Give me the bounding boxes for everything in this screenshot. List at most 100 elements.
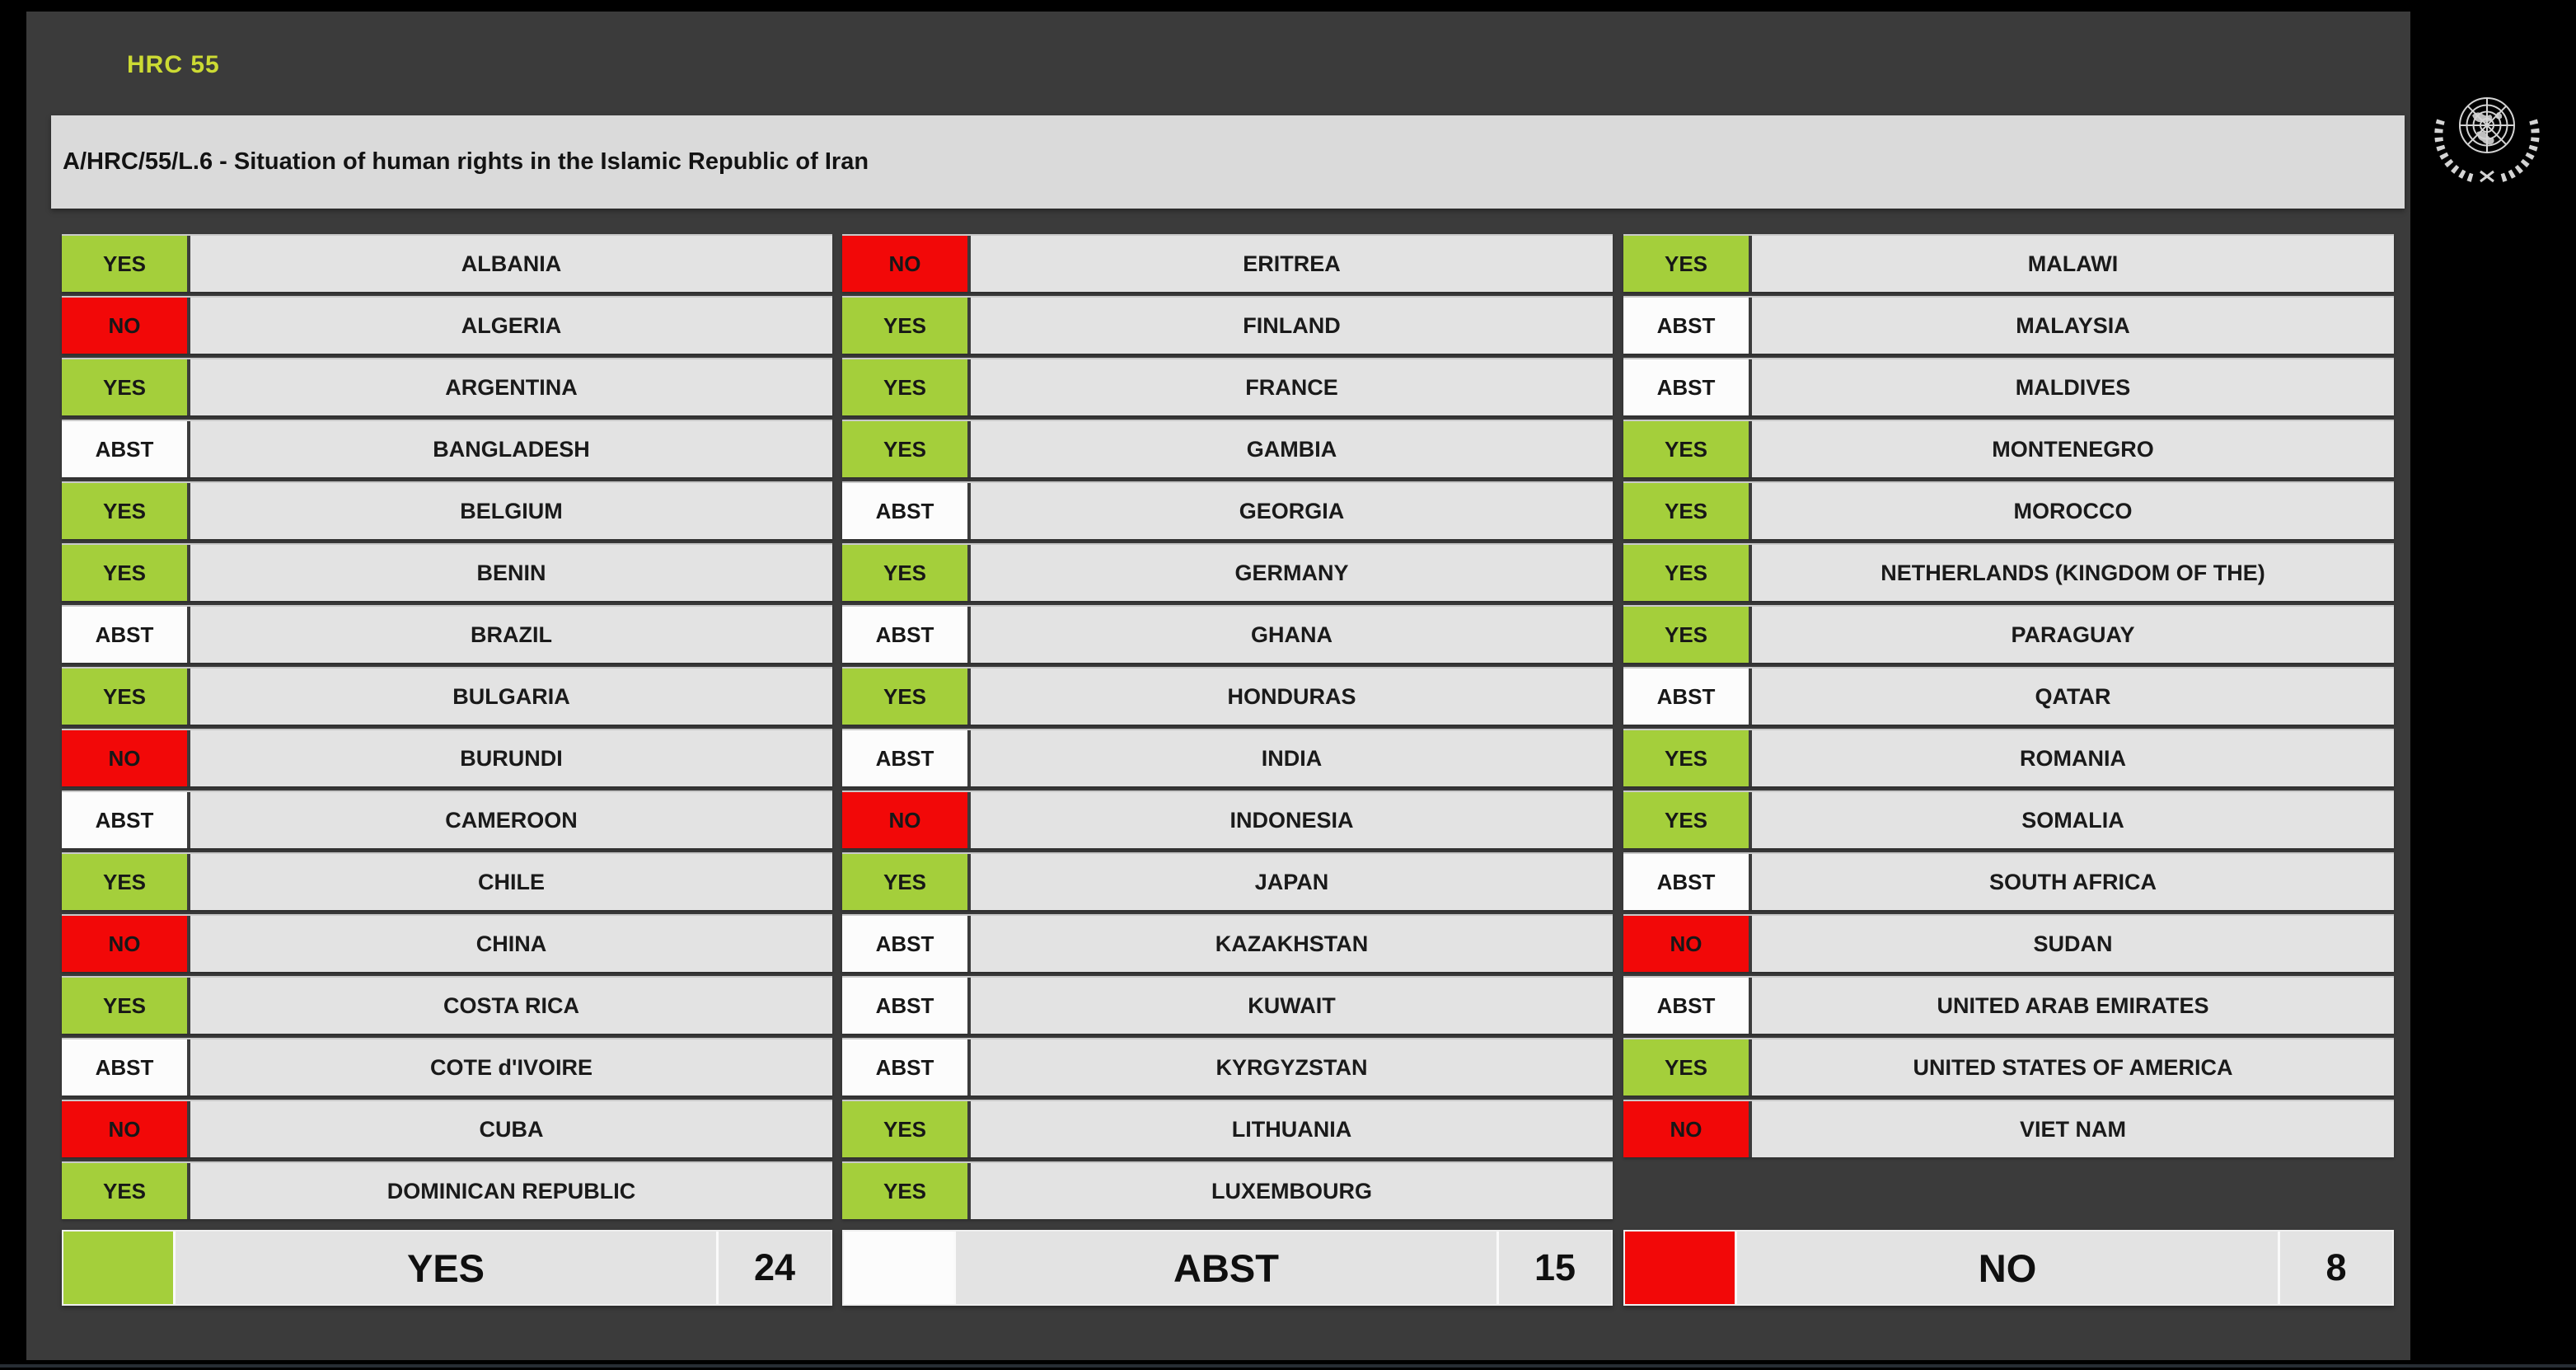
vote-value: YES (842, 421, 971, 477)
country-name: COTE d'IVOIRE (430, 1054, 592, 1080)
vote-value: YES (62, 669, 190, 725)
vote-value: NO (1623, 916, 1752, 972)
vote-row: YES ARGENTINA (62, 358, 832, 415)
vote-value: YES (1623, 421, 1752, 477)
country-name: GERMANY (1234, 560, 1349, 585)
vote-row: ABST MALDIVES (1623, 358, 2394, 415)
voting-board: HRC 55 A/HRC/55/L.6 - Situation of human… (26, 12, 2410, 1360)
country-name: BRAZIL (471, 622, 552, 647)
vote-row: YES UNITED STATES OF AMERICA (1623, 1038, 2394, 1096)
country-name: MOROCCO (2013, 498, 2133, 523)
vote-value: ABST (842, 730, 971, 786)
vote-value: NO (1623, 1101, 1752, 1157)
vote-value: YES (62, 545, 190, 601)
country-name: GEORGIA (1239, 498, 1345, 523)
vote-row: NO INDONESIA (842, 791, 1613, 848)
country-name: FINLAND (1243, 312, 1341, 338)
country-name: GAMBIA (1246, 436, 1337, 462)
country-name: BENIN (476, 560, 546, 585)
vote-row: ABST GEORGIA (842, 481, 1613, 539)
country-name: NETHERLANDS (KINGDOM OF THE) (1880, 560, 2265, 585)
vote-value: YES (62, 359, 190, 415)
vote-row: YES SOMALIA (1623, 791, 2394, 848)
vote-value: ABST (62, 421, 190, 477)
vote-value: NO (62, 730, 190, 786)
vote-value: YES (1623, 730, 1752, 786)
vote-row: YES ALBANIA (62, 234, 832, 292)
bottom-edge-strip (0, 1364, 2576, 1368)
country-name: ALGERIA (461, 312, 562, 338)
country-name: UNITED STATES OF AMERICA (1913, 1054, 2233, 1080)
vote-row: YES GAMBIA (842, 420, 1613, 477)
vote-row: YES DOMINICAN REPUBLIC (62, 1161, 832, 1219)
vote-value: YES (842, 545, 971, 601)
vote-column-1: YES ALBANIA NO ALGERIA YES ARGENTINA ABST BANGL… (62, 234, 832, 1223)
summary-no: NO 8 (1623, 1230, 2394, 1306)
country-name: BURUNDI (460, 745, 563, 771)
country-name: GHANA (1251, 622, 1332, 647)
vote-value: ABST (1623, 978, 1752, 1034)
vote-row: YES BELGIUM (62, 481, 832, 539)
vote-row: YES FINLAND (842, 296, 1613, 354)
summary-yes: YES 24 (62, 1230, 832, 1306)
vote-value: YES (842, 1163, 971, 1219)
vote-value: YES (1623, 607, 1752, 663)
vote-row: YES NETHERLANDS (KINGDOM OF THE) (1623, 543, 2394, 601)
country-name: FRANCE (1245, 374, 1338, 400)
country-name: ROMANIA (2020, 745, 2126, 771)
vote-row: YES ROMANIA (1623, 729, 2394, 786)
resolution-title: A/HRC/55/L.6 - Situation of human rights… (63, 148, 869, 175)
country-name: MONTENEGRO (1992, 436, 2154, 462)
resolution-title-bar: A/HRC/55/L.6 - Situation of human rights… (51, 115, 2405, 209)
vote-value: YES (62, 854, 190, 910)
vote-value: YES (1623, 545, 1752, 601)
vote-value: ABST (1623, 854, 1752, 910)
session-label: HRC 55 (127, 51, 220, 78)
vote-row: YES LUXEMBOURG (842, 1161, 1613, 1219)
vote-value: YES (1623, 236, 1752, 292)
vote-value: YES (842, 854, 971, 910)
vote-row: ABST QATAR (1623, 667, 2394, 725)
un-emblem-icon (2434, 97, 2540, 183)
summary-label: NO (1978, 1246, 2037, 1290)
vote-value: ABST (842, 483, 971, 539)
vote-row: NO BURUNDI (62, 729, 832, 786)
country-name: ALBANIA (461, 251, 562, 276)
vote-value: ABST (842, 978, 971, 1034)
vote-value: NO (842, 236, 971, 292)
vote-column-3: YES MALAWI ABST MALAYSIA ABST MALDIVES YES MONT… (1623, 234, 2394, 1161)
country-name: BELGIUM (460, 498, 563, 523)
country-name: KYRGYZSTAN (1215, 1054, 1368, 1080)
country-name: CAMEROON (445, 807, 578, 833)
country-name: BANGLADESH (433, 436, 590, 462)
vote-value: NO (842, 792, 971, 848)
country-name: UNITED ARAB EMIRATES (1937, 992, 2209, 1018)
vote-value: YES (62, 1163, 190, 1219)
country-name: SUDAN (2033, 931, 2113, 956)
country-name: ARGENTINA (445, 374, 578, 400)
country-name: LITHUANIA (1231, 1116, 1352, 1142)
country-name: INDIA (1261, 745, 1323, 771)
vote-value: ABST (62, 792, 190, 848)
vote-value: ABST (842, 607, 971, 663)
vote-row: ABST BANGLADESH (62, 420, 832, 477)
vote-value: ABST (62, 607, 190, 663)
vote-value: ABST (1623, 359, 1752, 415)
country-name: CHILE (478, 869, 545, 894)
country-name: KAZAKHSTAN (1215, 931, 1369, 956)
country-name: KUWAIT (1248, 992, 1336, 1018)
country-name: SOUTH AFRICA (1989, 869, 2157, 894)
vote-column-2: NO ERITREA YES FINLAND YES FRANCE YES GAMBIA ABS… (842, 234, 1613, 1223)
country-name: PARAGUAY (2011, 622, 2135, 647)
vote-value: YES (842, 359, 971, 415)
vote-value: YES (62, 236, 190, 292)
vote-row: ABST CAMEROON (62, 791, 832, 848)
vote-row: ABST KUWAIT (842, 976, 1613, 1034)
vote-row: NO VIET NAM (1623, 1100, 2394, 1157)
vote-row: NO SUDAN (1623, 914, 2394, 972)
vote-value: YES (62, 483, 190, 539)
vote-row: YES MONTENEGRO (1623, 420, 2394, 477)
vote-row: ABST KYRGYZSTAN (842, 1038, 1613, 1096)
country-name: JAPAN (1254, 869, 1329, 894)
vote-value: ABST (1623, 669, 1752, 725)
